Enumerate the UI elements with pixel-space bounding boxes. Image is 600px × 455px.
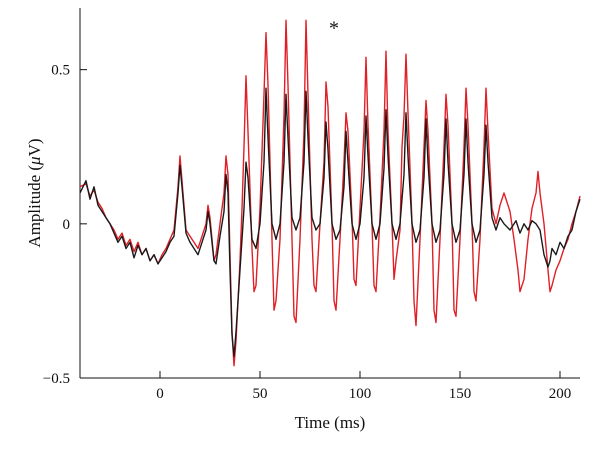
plot-area: 0 50 100 150 200 −0.5 0 0.5 [43,8,581,402]
y-ticks-group: −0.5 0 0.5 [43,63,87,387]
x-tick-label: 0 [156,386,164,402]
x-ticks-group: 0 50 100 150 200 [156,371,571,402]
x-tick-label: 50 [253,386,268,402]
y-axis-title-unit: μ [25,156,44,166]
series-group [79,19,581,367]
y-tick-label: 0 [63,217,71,233]
y-axis-title: Amplitude (μV) [25,138,44,247]
y-tick-label: 0.5 [51,63,70,79]
annotation-asterisk: * [329,18,339,40]
y-tick-label: −0.5 [43,371,70,387]
y-axis-title-suffix: V) [25,138,44,156]
x-axis-title: Time (ms) [295,413,366,432]
x-tick-label: 150 [449,386,472,402]
x-tick-label: 100 [349,386,372,402]
series-line-black [79,87,581,358]
y-axis-title-prefix: Amplitude ( [25,165,44,248]
x-tick-label: 200 [549,386,572,402]
